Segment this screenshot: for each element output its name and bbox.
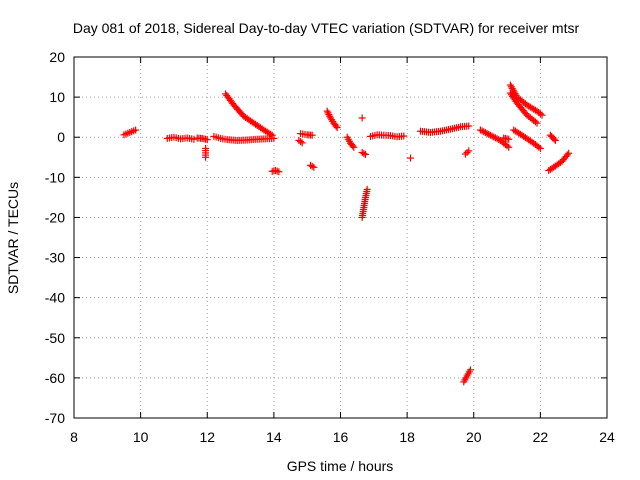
data-point	[202, 153, 210, 161]
data-point	[332, 122, 340, 130]
ticks: 8 10 12 14 16 18 20 22 24 20 10 0 -10 -20 -30 -40 -50 -60…	[45, 49, 615, 445]
data-point	[298, 139, 306, 147]
data-point	[324, 109, 332, 117]
data-point	[406, 154, 414, 162]
y-tick-label: -60	[45, 370, 65, 386]
data-point	[536, 144, 544, 152]
data-point	[538, 111, 546, 119]
data-point	[531, 118, 539, 126]
y-tick-label: -20	[45, 209, 65, 225]
data-point	[358, 114, 366, 122]
data-point	[333, 124, 341, 132]
data-point	[203, 136, 211, 144]
data-point	[551, 136, 559, 144]
data-point	[563, 151, 571, 159]
data-point	[275, 168, 283, 176]
data-point	[361, 150, 369, 158]
data-point	[310, 163, 318, 171]
data-point	[308, 162, 316, 170]
y-tick-label: -40	[45, 290, 65, 306]
data-point	[533, 119, 541, 127]
data-point	[463, 148, 471, 156]
data-point	[273, 167, 281, 175]
data-point	[360, 149, 368, 157]
x-tick-label: 10	[133, 429, 149, 445]
data-point	[297, 138, 305, 146]
chart-title: Day 081 of 2018, Sidereal Day-to-day VTE…	[73, 20, 580, 36]
x-tick-label: 20	[466, 429, 482, 445]
x-tick-label: 22	[533, 429, 549, 445]
data-point	[466, 366, 474, 374]
x-tick-label: 24	[599, 429, 615, 445]
x-axis-label: GPS time / hours	[287, 458, 394, 474]
y-tick-label: -10	[45, 169, 65, 185]
y-tick-label: 20	[49, 49, 65, 65]
data-markers	[120, 81, 573, 386]
y-axis-label: SDTVAR / TECUs	[5, 182, 21, 294]
x-tick-label: 18	[399, 429, 415, 445]
data-point	[267, 130, 275, 138]
data-point	[465, 147, 473, 155]
x-tick-label: 8	[70, 429, 78, 445]
data-point	[503, 142, 511, 150]
y-tick-label: -50	[45, 330, 65, 346]
data-point	[505, 135, 513, 143]
data-point	[535, 143, 543, 151]
data-point	[550, 135, 558, 143]
data-point	[363, 185, 371, 193]
data-point	[268, 131, 276, 139]
data-point	[323, 107, 331, 115]
y-tick-label: -70	[45, 410, 65, 426]
data-point	[505, 143, 513, 151]
data-point	[400, 132, 408, 140]
data-point	[132, 126, 140, 134]
data-point	[536, 110, 544, 118]
data-point	[461, 150, 469, 158]
y-tick-label: 0	[57, 129, 65, 145]
data-point	[565, 149, 573, 157]
data-point	[272, 167, 280, 175]
y-tick-label: 10	[49, 89, 65, 105]
data-point	[270, 134, 278, 142]
data-point	[325, 111, 333, 119]
x-tick-label: 16	[333, 429, 349, 445]
x-tick-label: 14	[266, 429, 282, 445]
y-tick-label: -30	[45, 250, 65, 266]
data-point	[190, 135, 198, 143]
grid	[74, 57, 607, 418]
data-point	[349, 142, 357, 150]
data-point	[350, 143, 358, 151]
data-point	[308, 131, 316, 139]
x-tick-label: 12	[199, 429, 215, 445]
data-point	[465, 122, 473, 130]
